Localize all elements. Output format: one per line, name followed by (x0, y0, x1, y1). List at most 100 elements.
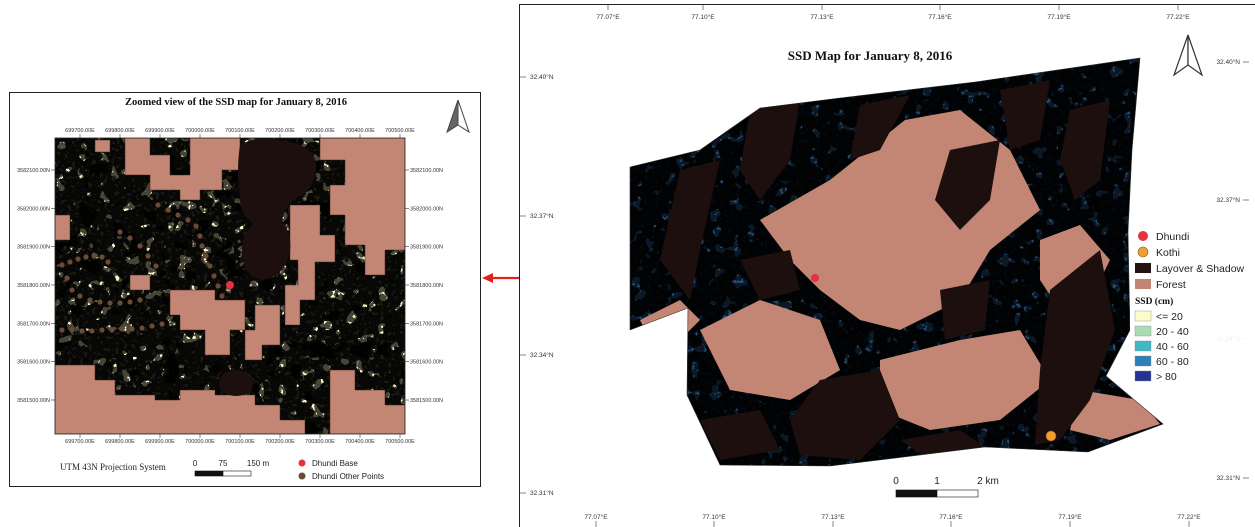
legend-ssd-swatch (1134, 310, 1152, 322)
zoom-y-tick-label-right: 3582000.00N (410, 206, 443, 212)
zoom-x-tick-label-top: 700000.00E (185, 128, 215, 134)
zoom-scale-label-2: 150 m (247, 459, 270, 468)
legend-ssd-swatch (1134, 370, 1152, 382)
main-lat-tick-label-left: 32.34°N (530, 351, 554, 359)
legend-ssd-label: > 80 (1156, 371, 1177, 383)
main-lat-tick-label-right: 32.40°N (1216, 58, 1240, 66)
zoom-x-tick-label-bottom: 699800.00E (105, 439, 135, 445)
zoom-map (55, 138, 405, 434)
legend-dhundi-other-icon (298, 472, 306, 480)
main-lon-tick-label-top: 77.16°E (928, 13, 952, 21)
zoom-x-tick-label-top: 699800.00E (105, 128, 135, 134)
zoom-y-tick-label-right: 3581700.00N (410, 321, 443, 327)
main-lon-tick-label-top: 77.10°E (691, 13, 715, 21)
main-kothi-point (1045, 430, 1057, 442)
main-lat-tick-label-left: 32.40°N (530, 73, 554, 81)
main-lon-tick-label-top: 77.19°E (1047, 13, 1071, 21)
zoom-scale-label-1: 75 (219, 459, 228, 468)
main-title: SSD Map for January 8, 2016 (788, 48, 953, 63)
zoom-y-tick-label-left: 3581900.00N (17, 245, 50, 251)
zoom-x-ticks-bottom: 699700.00E 699800.00E 699900.00E 700000.00E… (65, 434, 415, 445)
zoom-map-border (54, 137, 406, 435)
zoom-x-tick-label-bottom: 700200.00E (265, 439, 295, 445)
legend-layover-swatch (1135, 263, 1151, 273)
zoom-y-tick-label-right: 3581500.00N (410, 398, 443, 404)
projection-label: UTM 43N Projection System (60, 462, 166, 472)
legend-forest-swatch (1135, 279, 1151, 289)
zoom-y-tick-label-left: 3581800.00N (17, 283, 50, 289)
zoom-dhundi-base-point (226, 281, 234, 289)
zoom-scale-bar: 0 75 150 m (193, 459, 270, 477)
zoom-x-tick-label-bottom: 699900.00E (145, 439, 175, 445)
main-scale-label-1: 1 (934, 476, 940, 487)
zoom-x-tick-label-top: 700300.00E (305, 128, 335, 134)
zoom-x-tick-label-bottom: 700400.00E (345, 439, 375, 445)
legend-background (1130, 228, 1255, 392)
main-scale-label-2: 2 km (977, 476, 999, 487)
north-arrow-icon (446, 99, 470, 134)
legend-ssd-label: 60 - 80 (1156, 356, 1189, 368)
main-lat-tick-label-right: 32.31°N (1216, 474, 1240, 482)
main-lon-tick-label-bottom: 77.22°E (1177, 513, 1201, 521)
zoom-y-tick-label-right: 3581800.00N (410, 283, 443, 289)
zoom-x-tick-label-top: 700400.00E (345, 128, 375, 134)
zoom-y-ticks-left: 3582100.00N 3582000.00N 3581900.00N 3581800… (17, 168, 55, 404)
zoom-y-tick-label-left: 3582000.00N (17, 206, 50, 212)
legend-kothi-icon (1137, 246, 1149, 258)
legend-dhundi-label: Dhundi (1156, 231, 1189, 243)
main-lon-tick-label-bottom: 77.10°E (702, 513, 726, 521)
main-lon-tick-label-bottom: 77.13°E (821, 513, 845, 521)
main-scale-label-0: 0 (893, 476, 899, 487)
legend-layover-label: Layover & Shadow (1156, 263, 1245, 275)
zoom-x-ticks-top: 699700.00E 699800.00E 699900.00E 700000.00E… (65, 128, 415, 138)
zoom-y-tick-label-right: 3581900.00N (410, 245, 443, 251)
legend-ssd-label: <= 20 (1156, 311, 1183, 323)
legend-dhundi-other-label: Dhundi Other Points (312, 472, 384, 481)
main-layover-shadow (660, 80, 1115, 460)
main-lat-tick-label-left: 32.37°N (530, 212, 554, 220)
legend-dhundi-base-label: Dhundi Base (312, 459, 358, 468)
zoom-layover-shadow (219, 138, 317, 396)
main-lat-tick-label-left: 32.31°N (530, 489, 554, 497)
main-lon-ticks-top: 77.07°E 77.10°E 77.13°E 77.16°E 77.19°E 77.22… (596, 4, 1190, 21)
zoom-y-tick-label-right: 3581600.00N (410, 360, 443, 366)
zoom-y-tick-label-left: 3581600.00N (17, 360, 50, 366)
main-legend: Dhundi Kothi Layover & Shadow Forest SSD… (1130, 228, 1255, 392)
main-lon-tick-label-top: 77.13°E (810, 13, 834, 21)
zoom-x-tick-label-top: 699900.00E (145, 128, 175, 134)
main-lon-tick-label-bottom: 77.07°E (584, 513, 608, 521)
legend-dhundi-icon (1138, 231, 1148, 241)
zoom-x-tick-label-top: 700500.00E (385, 128, 415, 134)
main-scale-bar: 0 1 2 km (893, 476, 999, 498)
zoom-x-tick-label-top: 699700.00E (65, 128, 95, 134)
main-study-area-outline (629, 57, 1164, 467)
main-lon-tick-label-top: 77.07°E (596, 13, 620, 21)
main-lon-tick-label-bottom: 77.19°E (1058, 513, 1082, 521)
zoom-dhundi-other-points (59, 202, 225, 334)
legend-dhundi-base-icon (298, 459, 306, 467)
legend-ssd-swatch (1134, 355, 1152, 367)
zoom-y-tick-label-left: 3581500.00N (17, 398, 50, 404)
main-dhundi-point (811, 274, 819, 282)
zoom-x-tick-label-bottom: 700500.00E (385, 439, 415, 445)
zoom-y-ticks-right: 3582100.00N 3582000.00N 3581900.00N 3581800… (405, 168, 443, 404)
zoom-x-tick-label-bottom: 700000.00E (185, 439, 215, 445)
zoom-x-tick-label-bottom: 699700.00E (65, 439, 95, 445)
main-lat-tick-label-right: 32.37°N (1216, 196, 1240, 204)
zoom-title: Zoomed view of the SSD map for January 8… (125, 97, 347, 108)
zoom-y-tick-label-right: 3582100.00N (410, 168, 443, 174)
zoom-y-tick-label-left: 3582100.00N (17, 168, 50, 174)
legend-kothi-label: Kothi (1156, 247, 1180, 259)
legend-ssd-swatch (1134, 325, 1152, 337)
legend-ssd-classes: <= 20 20 - 40 40 - 60 60 - 80 > 80 (1134, 310, 1189, 383)
zoom-scale-label-0: 0 (193, 459, 198, 468)
legend-ssd-title: SSD (cm) (1135, 296, 1173, 307)
legend-ssd-label: 40 - 60 (1156, 341, 1189, 353)
zoom-forest-patches (55, 138, 405, 434)
zoom-x-tick-label-bottom: 700300.00E (305, 439, 335, 445)
legend-ssd-swatch (1134, 340, 1152, 352)
main-lat-ticks-left: 32.40°N 32.37°N 32.34°N 32.31°N (520, 73, 554, 497)
zoom-x-tick-label-bottom: 700100.00E (225, 439, 255, 445)
legend-ssd-label: 20 - 40 (1156, 326, 1189, 338)
zoom-legend: Dhundi Base Dhundi Other Points (298, 459, 384, 481)
